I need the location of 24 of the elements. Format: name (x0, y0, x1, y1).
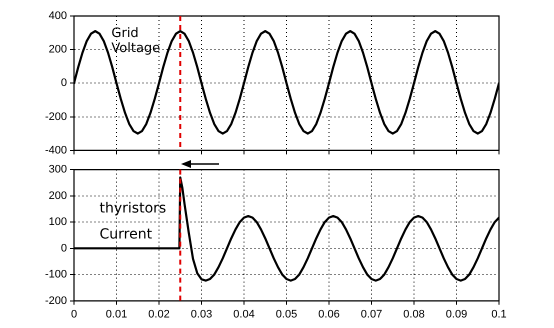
y-tick-label: 0 (60, 77, 67, 90)
y-tick-label: 300 (48, 164, 67, 176)
y-tick-label: -400 (44, 144, 67, 156)
series-label: thyristors Current (100, 200, 166, 243)
y-tick-label: -200 (44, 294, 67, 307)
x-tick-label: 0.04 (233, 308, 255, 320)
x-tick-label: 0.03 (190, 308, 212, 320)
x-tick-label: 0.1 (491, 308, 507, 320)
x-tick-label: 0.09 (446, 308, 468, 320)
x-tick-label: 0.01 (106, 308, 128, 320)
x-tick-label: 0 (70, 308, 78, 320)
x-tick-label: 0.07 (360, 308, 382, 320)
y-tick-label: 400 (48, 10, 67, 22)
x-tick-label: 0.05 (276, 308, 298, 320)
y-tick-label: -100 (44, 268, 67, 281)
y-tick-label: 0 (60, 242, 67, 254)
y-tick-label: 200 (48, 44, 67, 56)
series-label: Grid Voltage (111, 26, 160, 56)
x-tick-label: 0.02 (148, 308, 170, 320)
y-tick-label: 200 (48, 190, 67, 202)
x-tick-label: 0.06 (318, 308, 340, 320)
x-tick-label: 0.08 (403, 308, 425, 320)
y-tick-label: -200 (44, 110, 67, 123)
y-tick-label: 100 (48, 216, 67, 228)
